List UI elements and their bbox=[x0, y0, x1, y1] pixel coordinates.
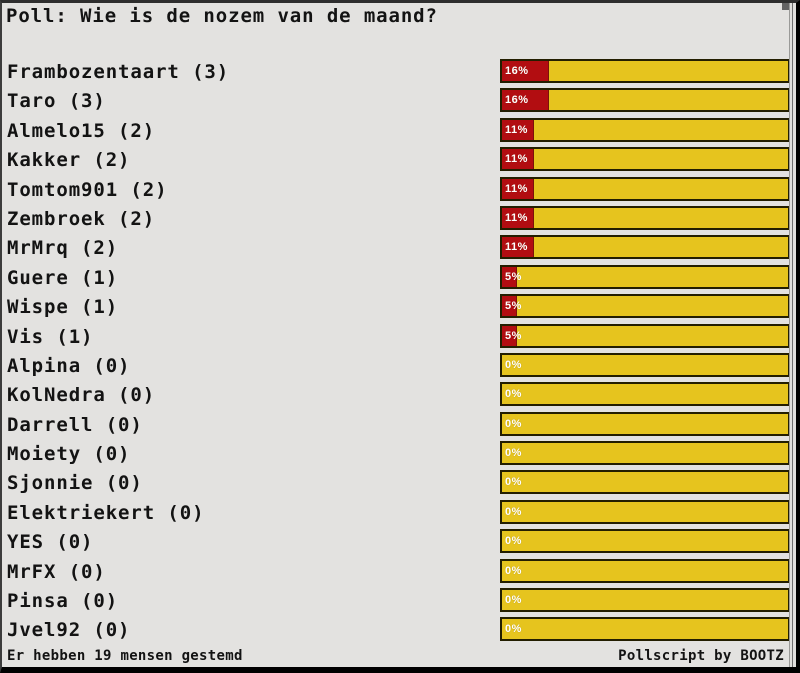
poll-bar-percent: 0% bbox=[505, 564, 522, 577]
poll-option-label: Frambozentaart (3) bbox=[7, 61, 230, 83]
poll-bar: 0% bbox=[500, 352, 790, 377]
poll-option-label: Alpina (0) bbox=[7, 354, 131, 377]
poll-option-label: Darrell (0) bbox=[7, 413, 143, 436]
poll-bar-fill bbox=[502, 237, 535, 258]
poll-row: Guere (1) 5% bbox=[2, 264, 790, 293]
poll-row: YES (0) 0% bbox=[2, 528, 790, 557]
poll-bar: 0% bbox=[500, 411, 790, 436]
poll-bar-fill bbox=[502, 207, 535, 228]
poll-bar: 16% bbox=[500, 88, 790, 113]
poll-bar-percent: 11% bbox=[505, 153, 528, 166]
poll-bar-percent: 0% bbox=[505, 623, 522, 636]
poll-bar-percent: 0% bbox=[505, 417, 522, 430]
poll-bar: 0% bbox=[500, 588, 790, 613]
poll-bar: 0% bbox=[500, 617, 790, 642]
poll-row: Darrell (0) 0% bbox=[2, 411, 790, 440]
poll-option-label: Guere (1) bbox=[7, 266, 119, 289]
poll-option-label: Taro (3) bbox=[7, 90, 106, 113]
poll-option-label: MrMrq (2) bbox=[7, 237, 119, 260]
poll-row: KolNedra (0) 0% bbox=[2, 381, 790, 410]
poll-row: Taro (3) 16% bbox=[2, 87, 790, 116]
poll-bar: 16% bbox=[500, 59, 790, 83]
poll-bar: 11% bbox=[500, 235, 790, 260]
poll-option-label: Wispe (1) bbox=[7, 296, 119, 319]
poll-bar: 0% bbox=[500, 529, 790, 554]
poll-bar-fill bbox=[502, 266, 518, 287]
poll-bar-percent: 5% bbox=[505, 300, 522, 313]
poll-row: Alpina (0) 0% bbox=[2, 352, 790, 381]
poll-bar: 11% bbox=[500, 147, 790, 172]
poll-bar-percent: 0% bbox=[505, 447, 522, 460]
poll-row: Wispe (1) 5% bbox=[2, 293, 790, 322]
poll-option-label: Kakker (2) bbox=[7, 149, 131, 172]
poll-option-label: YES (0) bbox=[7, 531, 94, 554]
poll-row: Moiety (0) 0% bbox=[2, 440, 790, 469]
poll-row: Vis (1) 5% bbox=[2, 323, 790, 352]
poll-option-label: Pinsa (0) bbox=[7, 590, 119, 613]
poll-bar-fill bbox=[502, 90, 549, 111]
poll-bar-percent: 11% bbox=[505, 211, 528, 224]
scrollbar-top-cap bbox=[782, 3, 790, 10]
poll-option-label: Zembroek (2) bbox=[7, 207, 156, 230]
poll-row: Pinsa (0) 0% bbox=[2, 587, 790, 616]
poll-option-label: Almelo15 (2) bbox=[7, 119, 156, 142]
poll-bar-percent: 11% bbox=[505, 241, 528, 254]
poll-bar-fill bbox=[502, 178, 535, 199]
poll-bar-fill bbox=[502, 296, 518, 317]
poll-bar-percent: 0% bbox=[505, 476, 522, 489]
poll-row: Tomtom901 (2) 11% bbox=[2, 176, 790, 205]
poll-bar: 5% bbox=[500, 264, 790, 289]
poll-bar-fill bbox=[502, 149, 535, 170]
poll-row: Almelo15 (2) 11% bbox=[2, 117, 790, 146]
poll-bar: 0% bbox=[500, 382, 790, 407]
poll-bar: 0% bbox=[500, 470, 790, 495]
poll-bar: 5% bbox=[500, 294, 790, 319]
poll-bar-percent: 0% bbox=[505, 505, 522, 518]
poll-bar-percent: 0% bbox=[505, 388, 522, 401]
poll-bar: 5% bbox=[500, 323, 790, 348]
poll-bar-percent: 16% bbox=[505, 94, 529, 107]
poll-bar-percent: 11% bbox=[505, 123, 528, 136]
poll-option-label: MrFX (0) bbox=[7, 560, 106, 583]
poll-option-label: Jvel92 (0) bbox=[7, 619, 131, 642]
vertical-scrollbar[interactable] bbox=[789, 3, 796, 667]
poll-bar-percent: 11% bbox=[505, 182, 528, 195]
poll-row: Zembroek (2) 11% bbox=[2, 205, 790, 234]
total-votes-text: Er hebben 19 mensen gestemd bbox=[7, 648, 243, 664]
poll-bar-percent: 5% bbox=[505, 270, 522, 283]
poll-bar: 0% bbox=[500, 558, 790, 583]
poll-bar: 11% bbox=[500, 117, 790, 142]
poll-row: Kakker (2) 11% bbox=[2, 146, 790, 175]
poll-row: Sjonnie (0) 0% bbox=[2, 469, 790, 498]
poll-bar-percent: 5% bbox=[505, 329, 522, 342]
poll-results-list: Frambozentaart (3) 16% Taro (3) 16% Almelo15… bbox=[2, 58, 790, 646]
poll-bar-fill bbox=[502, 325, 518, 346]
poll-bar-percent: 0% bbox=[505, 535, 522, 548]
poll-bar-percent: 0% bbox=[505, 358, 522, 371]
poll-bar-fill bbox=[502, 119, 535, 140]
poll-title: Poll: Wie is de nozem van de maand? bbox=[6, 5, 438, 27]
poll-row: Elektriekert (0) 0% bbox=[2, 499, 790, 528]
poll-row: MrFX (0) 0% bbox=[2, 558, 790, 587]
pollscript-credit-text: Pollscript by BOOTZ bbox=[618, 648, 784, 664]
poll-option-label: Vis (1) bbox=[7, 325, 94, 348]
poll-bar: 0% bbox=[500, 499, 790, 524]
poll-row: Jvel92 (0) 0% bbox=[2, 616, 790, 645]
poll-bar-percent: 16% bbox=[505, 65, 529, 77]
poll-bar: 0% bbox=[500, 441, 790, 466]
poll-option-label: KolNedra (0) bbox=[7, 384, 156, 407]
poll-bar: 11% bbox=[500, 205, 790, 230]
poll-option-label: Sjonnie (0) bbox=[7, 472, 143, 495]
poll-option-label: Elektriekert (0) bbox=[7, 501, 205, 524]
poll-row: Frambozentaart (3) 16% bbox=[2, 58, 790, 87]
poll-option-label: Moiety (0) bbox=[7, 443, 131, 466]
poll-option-label: Tomtom901 (2) bbox=[7, 178, 168, 201]
poll-row: MrMrq (2) 11% bbox=[2, 234, 790, 263]
poll-bar-fill bbox=[502, 61, 549, 81]
poll-bar: 11% bbox=[500, 176, 790, 201]
poll-bar-percent: 0% bbox=[505, 594, 522, 607]
poll-page: Poll: Wie is de nozem van de maand? Fram… bbox=[2, 3, 796, 667]
